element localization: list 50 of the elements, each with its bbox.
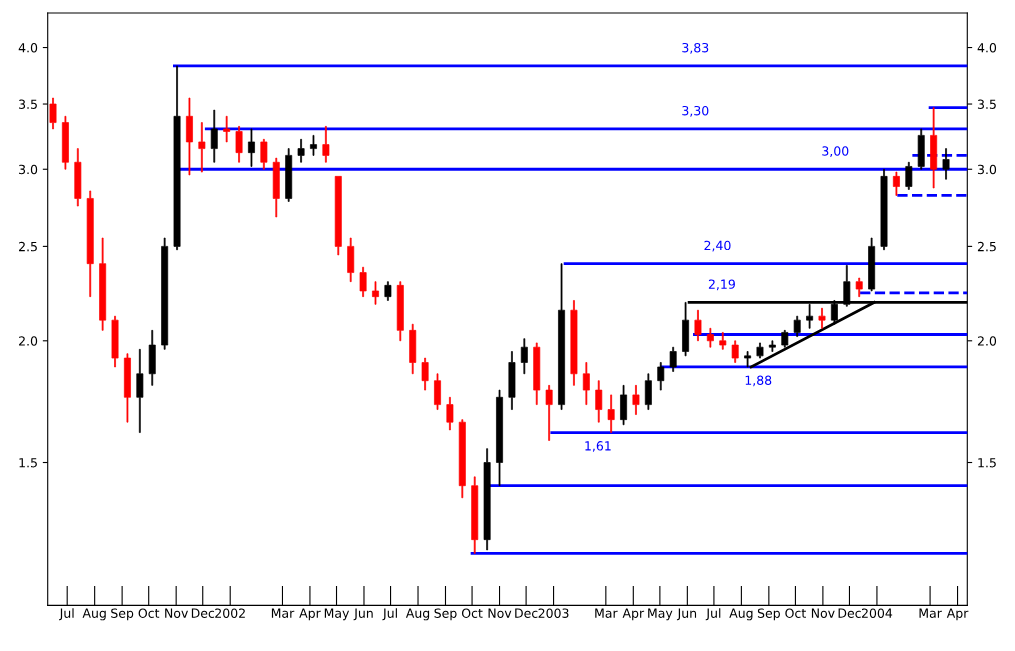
annotation: 2,40 bbox=[704, 240, 731, 252]
x-tick-label: Sep bbox=[434, 608, 457, 621]
x-tick-label: Nov bbox=[165, 608, 188, 618]
x-tick-label: Mar bbox=[271, 608, 295, 618]
x-tick-label: Jul bbox=[59, 608, 74, 621]
annotation: 3,83 bbox=[682, 42, 709, 54]
x-tick-label: Jun bbox=[676, 608, 697, 621]
y-tick-label: 4.0 bbox=[977, 43, 997, 53]
annotation: 3,30 bbox=[682, 105, 709, 117]
x-tick-label: Apr bbox=[622, 608, 645, 621]
x-tick-label: 2002 bbox=[215, 608, 245, 618]
x-tick-label: 2004 bbox=[861, 608, 893, 618]
annotation: 3,00 bbox=[822, 146, 849, 157]
x-tick-label: May bbox=[648, 608, 673, 621]
x-tick-label: 2003 bbox=[538, 608, 569, 618]
x-tick-label: Jul bbox=[382, 608, 397, 621]
x-tick-label: Nov bbox=[811, 608, 835, 618]
x-tick-label: Oct bbox=[785, 608, 806, 618]
x-tick-label: Dec bbox=[838, 608, 861, 618]
x-tick-label: Aug bbox=[405, 608, 430, 621]
text: 4.0 bbox=[18, 43, 38, 53]
text: 2.5 bbox=[19, 241, 37, 252]
x-tick-label: Oct bbox=[461, 608, 483, 618]
y-tick-label: 1.5 bbox=[978, 458, 996, 468]
annotation: 1,61 bbox=[585, 441, 611, 452]
x-tick-label: Dec bbox=[515, 608, 538, 618]
x-tick-label: Aug bbox=[82, 608, 106, 621]
x-tick-label: Apr bbox=[299, 608, 321, 621]
x-tick-label: Jul bbox=[705, 608, 721, 621]
x-tick-label: Sep bbox=[757, 608, 780, 621]
text: 3.0 bbox=[19, 164, 38, 175]
x-tick-label: Apr bbox=[946, 608, 969, 621]
x-tick-label: Dec bbox=[191, 608, 215, 618]
text: 3.5 bbox=[19, 99, 37, 109]
x-tick-label: Sep bbox=[111, 608, 134, 621]
annotation: 2,19 bbox=[708, 279, 735, 291]
y-tick-label: 2.0 bbox=[977, 336, 997, 346]
y-tick-label: 2.5 bbox=[977, 241, 996, 252]
text: 1.5 bbox=[19, 458, 37, 468]
x-tick-label: Mar bbox=[595, 608, 618, 618]
x-tick-label: Oct bbox=[138, 608, 160, 618]
y-tick-label: 3.0 bbox=[977, 164, 997, 175]
y-tick-label: 3.5 bbox=[977, 99, 996, 109]
text: 2.0 bbox=[19, 336, 38, 346]
x-tick-label: Nov bbox=[488, 608, 512, 618]
x-tick-label: Mar bbox=[919, 608, 942, 618]
x-tick-label: May bbox=[324, 608, 350, 621]
annotation: 1,88 bbox=[745, 375, 772, 387]
x-tick-label: Aug bbox=[729, 608, 753, 621]
x-tick-label: Jun bbox=[353, 608, 373, 621]
